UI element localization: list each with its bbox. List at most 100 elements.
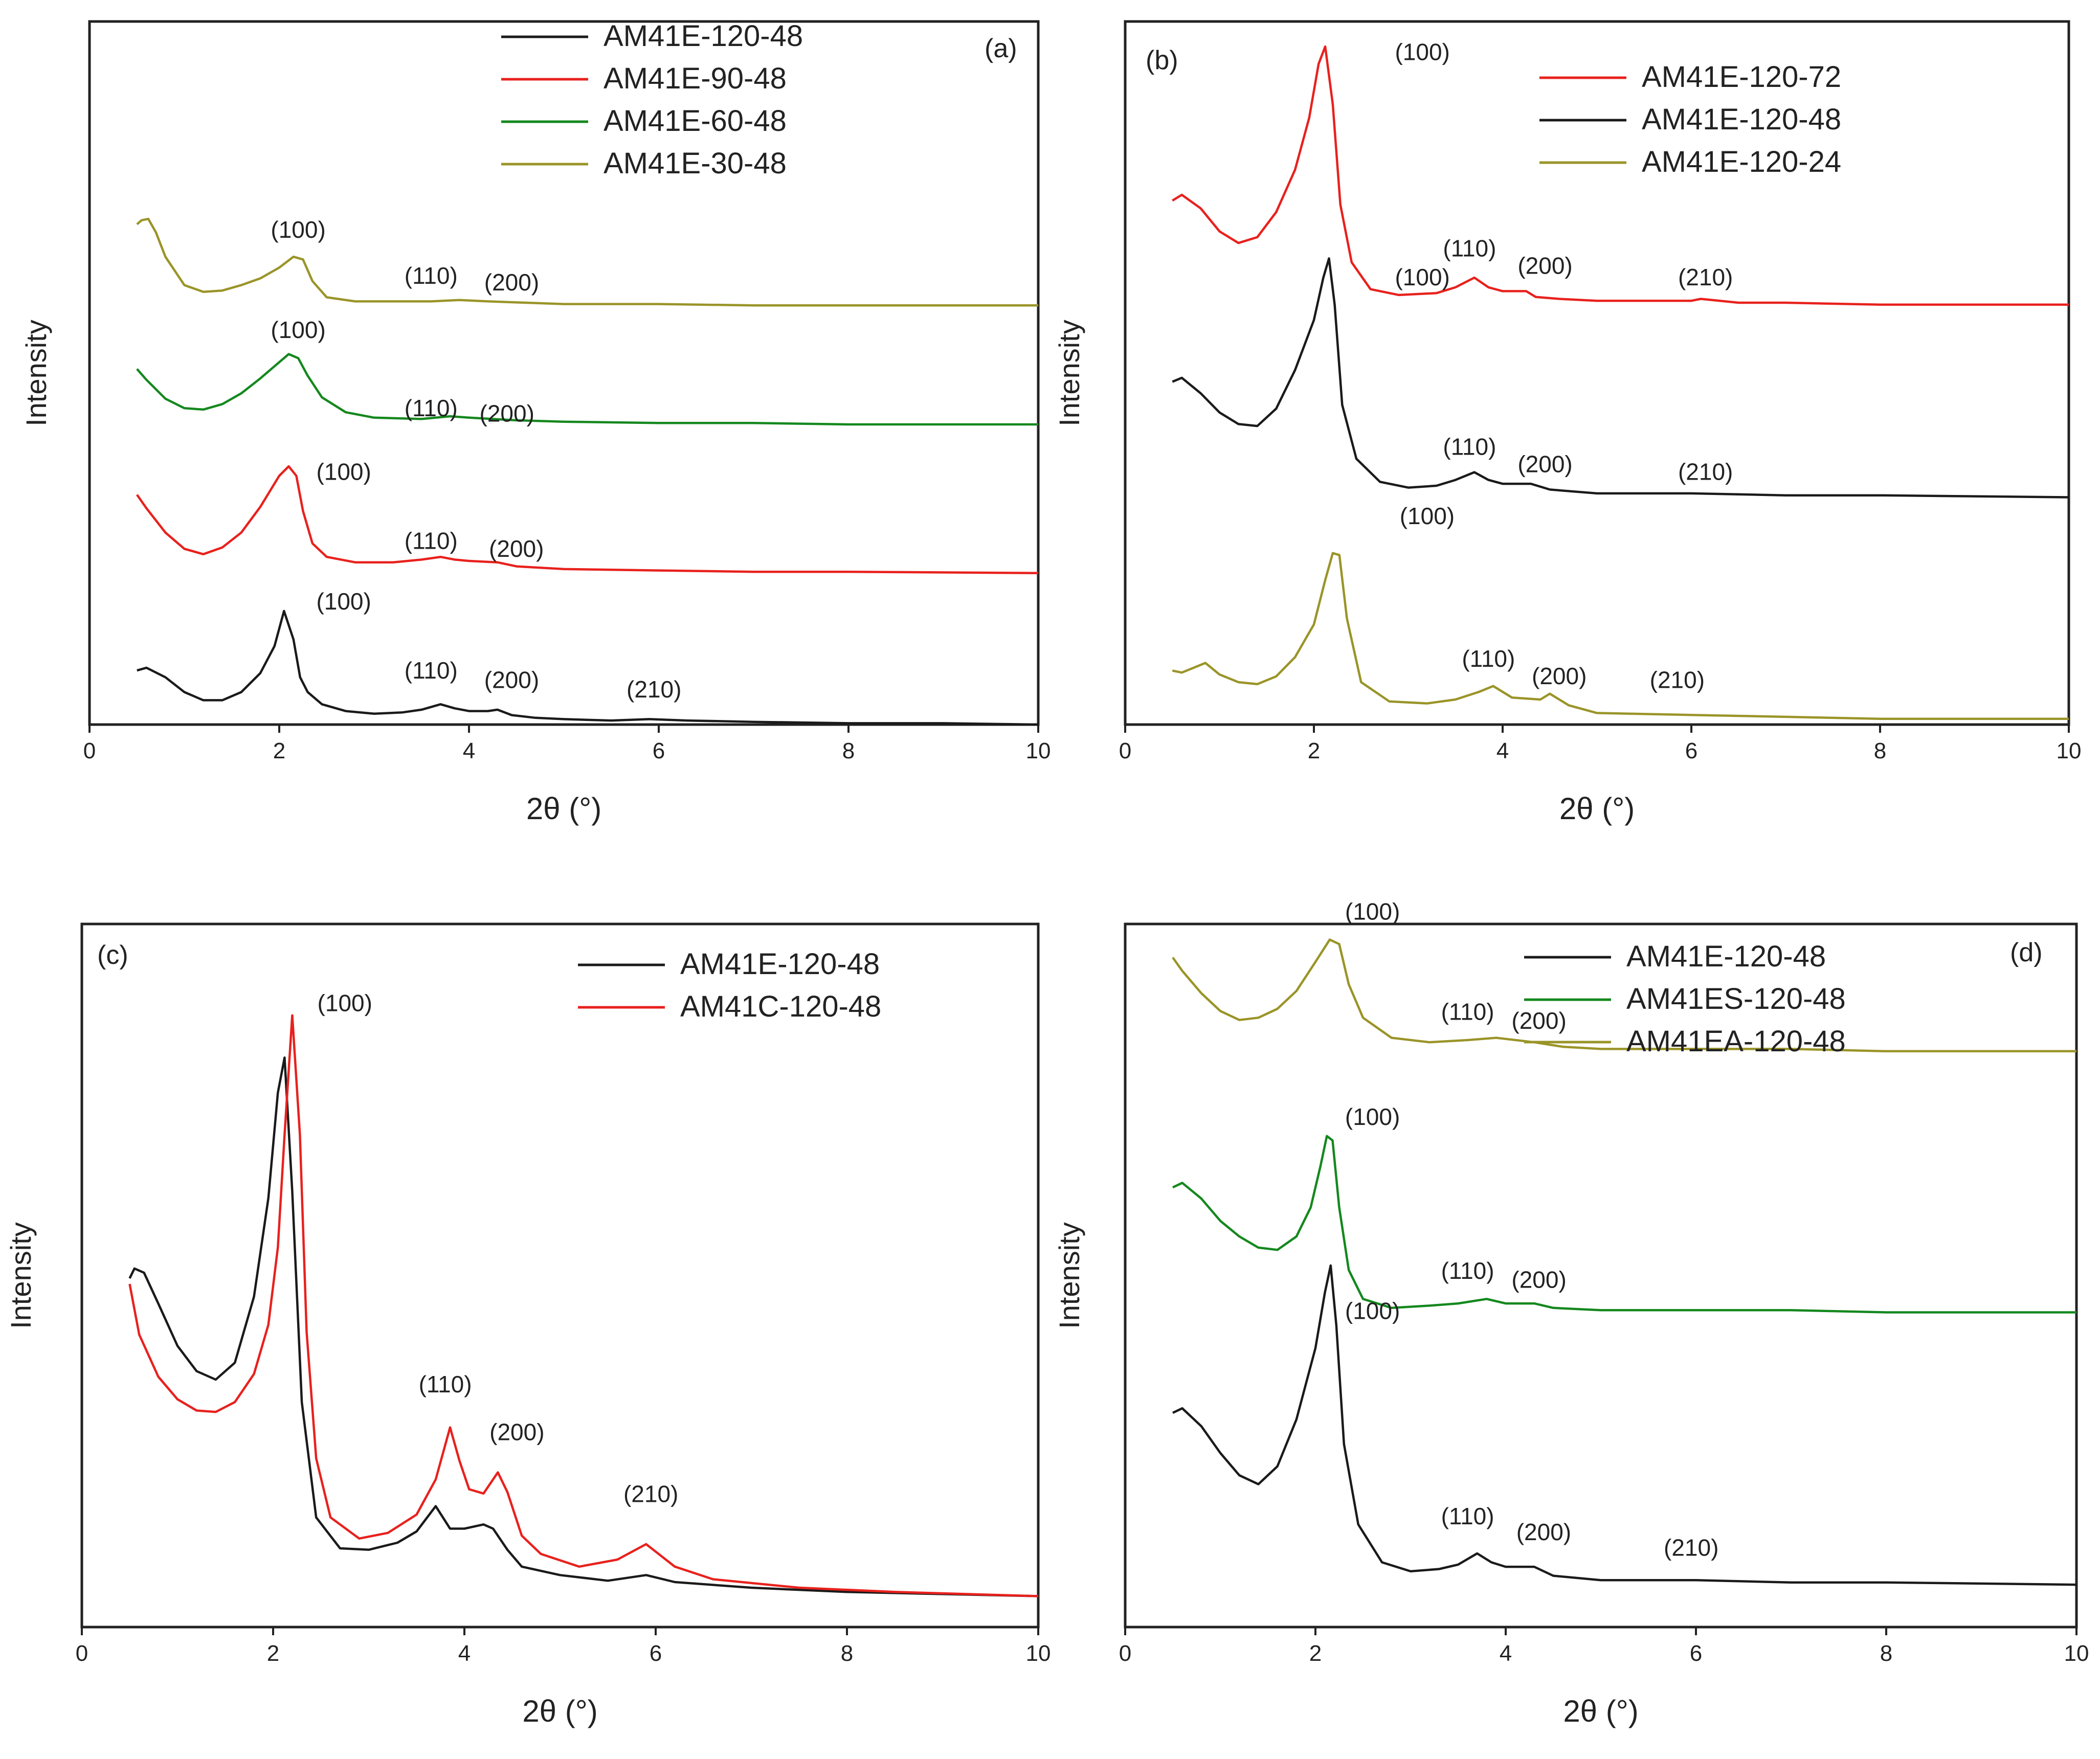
peak-annotation: (210)	[627, 676, 681, 703]
x-axis-label: 2θ (°)	[1563, 1694, 1638, 1728]
peak-annotation: (210)	[623, 1480, 678, 1507]
y-axis-label: Intensity	[1053, 1222, 1085, 1329]
y-axis-label: Intensity	[5, 1222, 37, 1329]
legend-entry: AM41E-30-48	[604, 147, 787, 180]
peak-annotation: (200)	[1517, 451, 1572, 478]
peak-annotation: (200)	[489, 1418, 544, 1445]
peak-annotation: (110)	[419, 1371, 472, 1397]
peak-annotation: (210)	[1650, 666, 1705, 693]
series-line-am41e-120-48	[128, 1056, 1039, 1597]
plot-frame-d	[1124, 922, 2078, 1629]
x-axis-label: 2θ (°)	[526, 792, 601, 826]
x-axis-label: 2θ (°)	[1559, 792, 1635, 826]
peak-annotation: (110)	[405, 657, 458, 684]
legend-entry: AM41E-60-48	[604, 104, 787, 138]
legend-entry: AM41E-120-48	[680, 948, 880, 981]
panel-label: (d)	[2010, 938, 2043, 967]
peak-annotation: (200)	[1532, 663, 1587, 689]
series-line-am41e-120-72	[1172, 45, 2069, 306]
peak-annotation: (100)	[1395, 264, 1449, 290]
peak-annotation: (100)	[271, 317, 325, 343]
x-tick-label: 0	[1119, 1641, 1131, 1666]
peak-annotation: (210)	[1678, 459, 1733, 485]
series-line-am41e-120-24	[1172, 552, 2069, 720]
peak-annotation: (200)	[480, 400, 534, 427]
series-line-am41e-120-48	[137, 610, 1039, 726]
series-line-am41c-120-48	[128, 1014, 1039, 1597]
x-tick-label: 10	[1026, 738, 1051, 763]
peak-annotation: (100)	[1345, 898, 1400, 924]
x-tick-label: 2	[1309, 1641, 1322, 1666]
series-line-am41e-30-48	[136, 217, 1038, 307]
peak-annotation: (110)	[1443, 434, 1496, 460]
legend-entry: AM41EA-120-48	[1626, 1025, 1846, 1058]
peak-annotation: (110)	[1443, 235, 1496, 262]
x-tick-label: 0	[1119, 738, 1131, 763]
peak-annotation: (200)	[1511, 1267, 1566, 1293]
series-line-am41e-120-48	[1172, 257, 2069, 499]
x-tick-label: 2	[1308, 738, 1320, 763]
x-tick-label: 2	[267, 1641, 279, 1666]
series-line-am41e-90-48	[136, 465, 1039, 575]
peak-annotation: (110)	[405, 527, 458, 554]
plot-frame-b	[1124, 20, 2070, 726]
peak-annotation: (100)	[316, 588, 371, 615]
panel-d: 0 2 4 6 8 10 2θ (°) Intensity (d) AM41E-120-48 AM4…	[1053, 898, 2089, 1728]
series-line-am41ea-120-48	[1172, 938, 2076, 1053]
peak-annotation: (200)	[1517, 252, 1572, 279]
x-axis-label: 2θ (°)	[522, 1694, 597, 1728]
peak-annotation: (110)	[1441, 999, 1494, 1025]
peak-annotation: (200)	[484, 667, 539, 693]
peak-annotation: (110)	[405, 262, 458, 289]
legend-entry: AM41E-120-48	[1626, 940, 1826, 973]
x-tick-label: 4	[458, 1641, 471, 1666]
x-tick-label: 6	[1690, 1641, 1702, 1666]
x-tick-label: 6	[1685, 738, 1697, 763]
peak-annotation: (110)	[1441, 1257, 1494, 1284]
peak-annotation: (110)	[405, 395, 458, 421]
legend-entry: AM41E-120-72	[1642, 60, 1841, 94]
series-line-am41es-120-48	[1172, 1135, 2076, 1314]
x-tick-label: 10	[1026, 1641, 1051, 1666]
x-tick-label: 8	[1874, 738, 1886, 763]
x-tick-label: 4	[463, 738, 475, 763]
plot-frame-c	[80, 922, 1040, 1629]
legend-entry: AM41E-90-48	[604, 62, 787, 95]
legend-entry: AM41E-120-48	[604, 19, 803, 53]
x-tick-label: 10	[2057, 738, 2082, 763]
plot-frame-a	[88, 20, 1040, 726]
legend-entry: AM41ES-120-48	[1626, 982, 1846, 1016]
peak-annotation: (200)	[489, 535, 544, 562]
panel-b: 0 2 4 6 8 10 2θ (°) Intensity (b) AM41E-120-72 AM4…	[1053, 20, 2082, 826]
peak-annotation: (210)	[1678, 264, 1733, 290]
panel-a: 0 2 4 6 8 10 2θ (°) Intensity (a) AM41E-120-48 AM4…	[20, 19, 1051, 826]
peak-annotation: (200)	[484, 269, 539, 296]
peak-annotation: (100)	[1395, 38, 1449, 65]
peak-annotation: (100)	[1345, 1103, 1400, 1130]
series-line-am41e-60-48	[136, 353, 1038, 426]
y-axis-label: Intensity	[1053, 320, 1085, 426]
legend-entry: AM41C-120-48	[680, 990, 881, 1023]
panel-c: 0 2 4 6 8 10 2θ (°) Intensity (c) AM41E-120-48 AM4…	[5, 922, 1051, 1728]
peak-annotation: (110)	[1441, 1503, 1494, 1529]
peak-annotation: (100)	[271, 216, 325, 243]
panel-label: (c)	[97, 940, 128, 970]
x-tick-label: 8	[841, 1641, 853, 1666]
y-axis-label: Intensity	[20, 320, 52, 426]
x-tick-label: 0	[83, 738, 96, 763]
peak-annotation: (210)	[1664, 1534, 1718, 1561]
x-tick-label: 4	[1500, 1641, 1512, 1666]
panel-label: (b)	[1146, 46, 1178, 75]
x-tick-label: 8	[1880, 1641, 1892, 1666]
x-tick-label: 2	[273, 738, 285, 763]
x-tick-label: 8	[842, 738, 855, 763]
x-tick-label: 4	[1496, 738, 1509, 763]
peak-annotation: (100)	[1400, 503, 1455, 529]
peak-annotation: (200)	[1516, 1519, 1571, 1545]
peak-annotation: (200)	[1511, 1007, 1566, 1034]
x-tick-label: 0	[76, 1641, 88, 1666]
peak-annotation: (100)	[318, 990, 372, 1017]
legend-entry: AM41E-120-24	[1642, 145, 1841, 178]
x-tick-label: 6	[653, 738, 665, 763]
